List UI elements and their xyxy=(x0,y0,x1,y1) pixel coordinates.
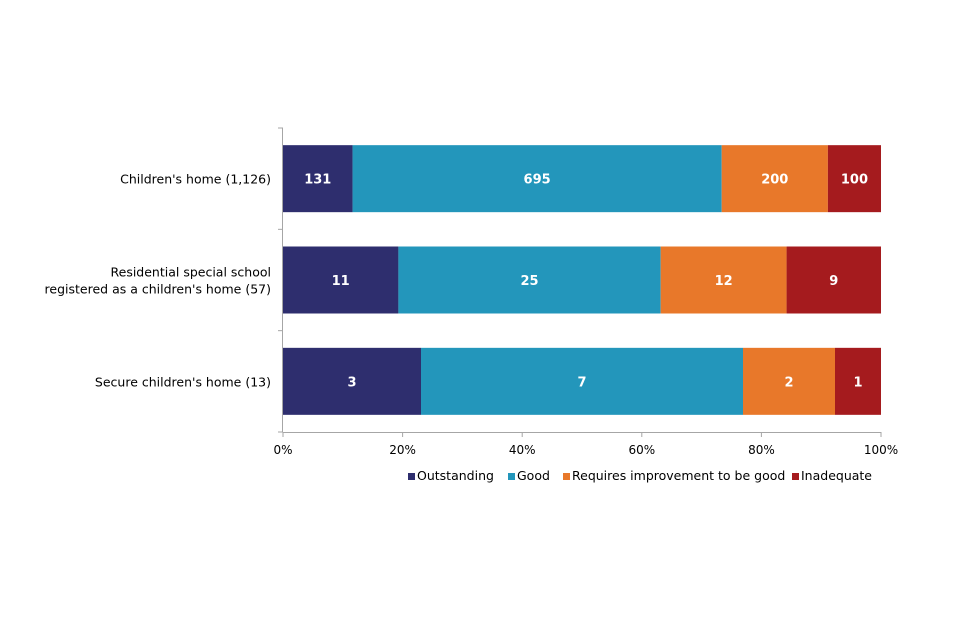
data-label: 11 xyxy=(332,274,350,289)
data-label: 100 xyxy=(841,173,868,188)
legend-label: Outstanding xyxy=(417,468,494,483)
legend-swatch xyxy=(508,473,515,480)
bar-segment-requires-improvement-to-be-good xyxy=(660,246,787,314)
category-label: Children's home (1,126) xyxy=(120,172,271,187)
data-label: 25 xyxy=(520,274,538,289)
x-tick-label: 100% xyxy=(864,443,898,457)
data-label: 12 xyxy=(715,274,733,289)
category-label: Secure children's home (13) xyxy=(95,374,271,389)
bar-segment-inadequate xyxy=(835,347,881,415)
legend-label: Inadequate xyxy=(801,468,872,483)
legend-label: Requires improvement to be good xyxy=(572,468,785,483)
bar-segment-good xyxy=(421,347,743,415)
bar-segment-requires-improvement-to-be-good xyxy=(721,145,828,213)
bar-segment-outstanding xyxy=(283,246,399,314)
x-tick-label: 0% xyxy=(273,443,292,457)
data-label: 9 xyxy=(829,274,838,289)
bar-segment-inadequate xyxy=(827,145,881,213)
legend-label: Good xyxy=(517,468,550,483)
x-tick-label: 80% xyxy=(748,443,775,457)
bar-segment-good xyxy=(352,145,722,213)
bar-segment-requires-improvement-to-be-good xyxy=(743,347,835,415)
category-label: Residential special school xyxy=(111,265,272,280)
x-tick-label: 60% xyxy=(628,443,655,457)
category-label: registered as a children's home (57) xyxy=(45,282,271,297)
data-label: 695 xyxy=(524,173,551,188)
data-label: 1 xyxy=(853,375,862,390)
data-label: 131 xyxy=(304,173,331,188)
data-label: 2 xyxy=(784,375,793,390)
data-label: 200 xyxy=(761,173,788,188)
legend-swatch xyxy=(792,473,799,480)
data-label: 3 xyxy=(347,375,356,390)
x-tick-label: 40% xyxy=(509,443,536,457)
bar-segment-inadequate xyxy=(786,246,881,314)
bar-segment-outstanding xyxy=(283,145,353,213)
legend-swatch xyxy=(563,473,570,480)
data-label: 7 xyxy=(577,375,586,390)
bar-segment-good xyxy=(398,246,661,314)
legend-swatch xyxy=(408,473,415,480)
bar-segment-outstanding xyxy=(283,347,421,415)
x-tick-label: 20% xyxy=(389,443,416,457)
